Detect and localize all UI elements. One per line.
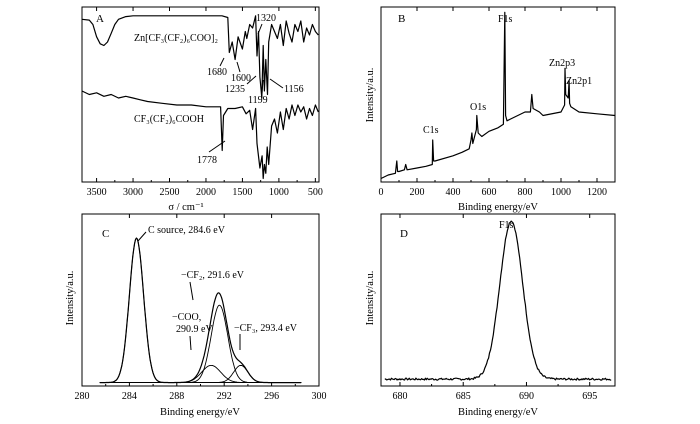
panel-a-x-tick-label-2500: 2500	[160, 187, 180, 198]
panel-a-zn-series-label: Zn[CF₃(CF₂)₆COO]₂	[134, 33, 218, 44]
panel-c-csource-label: C source, 284.6 eV	[148, 225, 226, 236]
panel-c-cf2-label: −CF₂, 291.6 eV	[181, 270, 245, 281]
panel-b-x-tick-label-1200: 1200	[587, 187, 607, 198]
panel-b-x-tick-label-400: 400	[446, 187, 461, 198]
panel-a-x-axis-title: σ / cm⁻¹	[168, 202, 203, 213]
panel-a-x-tick-label-2000: 2000	[196, 187, 216, 198]
panel-b-zn2p1-label: Zn2p1	[566, 76, 592, 87]
panel-a-x-tick-label-500: 500	[308, 187, 323, 198]
panel-b-c1s-label: C1s	[423, 125, 439, 136]
panel-d-y-axis-title: Intensity/a.u.	[365, 271, 376, 326]
panel-c-x-axis-title: Binding energy/eV	[160, 407, 240, 418]
panel-a-frame	[81, 6, 320, 183]
panel-d-label: D	[400, 228, 408, 240]
panel-c-x-tick-label-284: 284	[122, 391, 137, 402]
panel-b-x-tick-label-1000: 1000	[551, 187, 571, 198]
panel-c-y-axis-title: Intensity/a.u.	[65, 271, 76, 326]
panel-c-label: C	[102, 228, 109, 240]
panel-c-coo-label-2: 290.9 eV	[176, 324, 213, 335]
panel-c-envelope	[99, 237, 302, 384]
panel-a-peak-1320: 1320	[256, 13, 276, 24]
panel-c-coo-label-1: −COO,	[172, 312, 201, 323]
panel-a-peak-1235-pointer	[246, 75, 257, 85]
panel-b-x-tick-label-0: 0	[379, 187, 384, 198]
panel-c-coo-pointer	[189, 335, 192, 351]
panel-b-frame	[380, 6, 616, 183]
panel-b-x-axis-title: Binding energy/eV	[458, 202, 538, 213]
panel-c-frame	[81, 213, 320, 387]
panel-a-peak-1199-pointer	[261, 79, 264, 95]
panel-d-f1s-spectrum	[384, 220, 612, 381]
panel-d-x-tick-label-685: 685	[456, 391, 471, 402]
panel-a-acid-series-label: CF₃(CF₂)₆COOH	[134, 114, 204, 125]
panel-a-x-tick-label-3500: 3500	[87, 187, 107, 198]
panel-d-x-tick-label-690: 690	[519, 391, 534, 402]
panel-d-x-axis-title: Binding energy/eV	[458, 407, 538, 418]
panel-a-peak-1778-pointer	[208, 140, 226, 153]
panel-d-frame	[380, 213, 616, 387]
panel-b-f1s-label: F1s	[498, 14, 513, 25]
panel-a-peak-1680-pointer	[219, 57, 225, 67]
panel-c-x-tick-label-292: 292	[217, 391, 232, 402]
panel-d-x-tick-label-695: 695	[582, 391, 597, 402]
panel-a-peak-1600-pointer	[236, 61, 241, 73]
panel-b-x-tick-label-200: 200	[410, 187, 425, 198]
panel-c-x-tick-label-288: 288	[169, 391, 184, 402]
panel-d-f1s-label: F1s	[499, 220, 514, 231]
panel-a-series-zinc-salt	[81, 15, 319, 99]
panel-a-x-tick-label-3000: 3000	[123, 187, 143, 198]
panel-a-peak-1600: 1600	[231, 73, 251, 84]
panel-b-x-tick-label-800: 800	[518, 187, 533, 198]
panel-c-x-tick-label-300: 300	[312, 391, 327, 402]
panel-b-survey-spectrum	[380, 11, 616, 180]
panel-d-x-tick-label-680: 680	[392, 391, 407, 402]
panel-a-peak-1235: 1235	[225, 84, 245, 95]
panel-c-cf3-label: −CF₃, 293.4 eV	[234, 323, 298, 334]
panel-a-peak-1156: 1156	[284, 84, 304, 95]
axis-ticks: 3500 3000 2500 2000 1500 1000 500 0 200 400 600 800…	[75, 7, 607, 402]
panel-a-series-acid	[81, 90, 319, 180]
panel-a-peak-1156-pointer	[269, 78, 284, 89]
panel-b-o1s-label: O1s	[470, 102, 486, 113]
panel-a-peak-1320-pointer	[257, 23, 263, 35]
panel-c-fit-component-1	[99, 237, 302, 384]
plot-curves	[81, 11, 616, 384]
panel-a-x-tick-label-1500: 1500	[232, 187, 252, 198]
panel-b-y-axis-title: Intensity/a.u.	[365, 68, 376, 123]
panel-b-label: B	[398, 13, 405, 25]
panel-a-x-tick-label-1000: 1000	[269, 187, 289, 198]
panel-a-peak-1778: 1778	[197, 155, 217, 166]
panel-a-peak-1680: 1680	[207, 67, 227, 78]
panel-b-x-tick-label-600: 600	[482, 187, 497, 198]
panel-a-peak-1199: 1199	[248, 95, 268, 106]
panel-c-x-tick-label-280: 280	[75, 391, 90, 402]
panel-c-cf2-pointer	[189, 281, 194, 301]
panel-b-zn2p3-label: Zn2p3	[549, 58, 575, 69]
panel-a-label: A	[96, 13, 104, 25]
panel-c-csource-pointer	[137, 231, 147, 242]
panel-c-x-tick-label-296: 296	[264, 391, 279, 402]
